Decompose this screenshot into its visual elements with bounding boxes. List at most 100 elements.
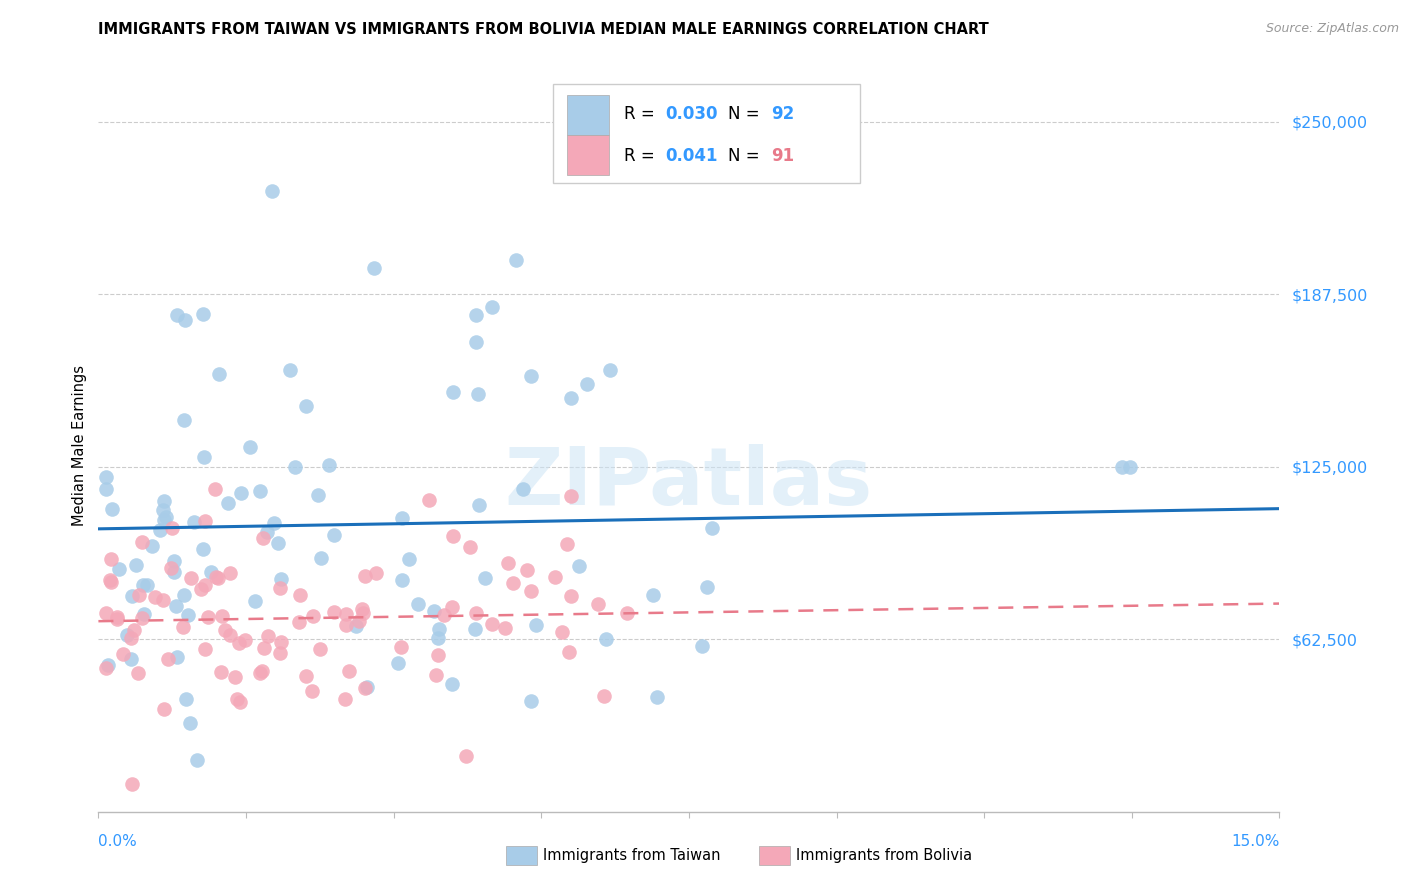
Point [107, 562, 129, 576]
Point [200, 565, 222, 579]
Text: Immigrants from Taiwan: Immigrants from Taiwan [543, 848, 720, 863]
Point [524, 618, 547, 632]
Point [696, 580, 718, 594]
Point [586, 597, 609, 611]
Point [425, 668, 447, 682]
Point [105, 612, 128, 626]
Point [560, 590, 582, 604]
Point [193, 541, 215, 556]
Point [278, 363, 301, 377]
Point [249, 666, 271, 681]
Point [427, 631, 450, 645]
Point [295, 669, 318, 683]
Point [502, 575, 524, 590]
Point [127, 665, 149, 680]
Point [309, 642, 332, 657]
Point [337, 664, 360, 678]
Point [364, 566, 387, 581]
Point [643, 588, 665, 602]
Point [616, 607, 638, 621]
Point [179, 715, 201, 730]
Point [160, 521, 183, 535]
Point [218, 496, 240, 510]
Point [180, 571, 202, 585]
Point [209, 665, 232, 679]
Point [468, 498, 491, 512]
Point [252, 531, 274, 545]
Point [288, 588, 311, 602]
Text: 15.0%: 15.0% [1232, 834, 1279, 849]
Point [207, 571, 229, 585]
Point [494, 621, 516, 635]
Point [427, 622, 450, 636]
Point [131, 534, 153, 549]
Point [458, 541, 481, 555]
Point [155, 510, 177, 524]
Point [152, 592, 174, 607]
Point [177, 608, 200, 623]
Point [267, 536, 290, 550]
Point [173, 413, 195, 427]
Text: 0.0%: 0.0% [98, 834, 138, 849]
Text: R =: R = [624, 146, 659, 165]
Point [354, 569, 377, 583]
Point [214, 624, 236, 638]
Point [173, 588, 195, 602]
Point [120, 631, 142, 645]
Point [249, 483, 271, 498]
Point [211, 609, 233, 624]
Point [301, 684, 323, 698]
Point [387, 656, 409, 670]
FancyBboxPatch shape [553, 84, 860, 183]
Point [153, 513, 176, 527]
Point [121, 590, 143, 604]
Point [120, 652, 142, 666]
Point [595, 632, 617, 646]
Point [96, 661, 118, 675]
Point [101, 502, 124, 516]
Point [645, 690, 668, 705]
Point [228, 636, 250, 650]
Point [141, 539, 163, 553]
Point [406, 597, 429, 611]
Point [295, 399, 318, 413]
Point [193, 450, 215, 464]
Point [356, 681, 378, 695]
Point [335, 607, 357, 621]
Point [226, 692, 249, 706]
FancyBboxPatch shape [567, 95, 609, 136]
Point [128, 588, 150, 602]
Point [344, 619, 367, 633]
Point [121, 777, 143, 791]
Point [219, 627, 242, 641]
Point [557, 645, 579, 659]
Point [516, 563, 538, 577]
Text: IMMIGRANTS FROM TAIWAN VS IMMIGRANTS FROM BOLIVIA MEDIAN MALE EARNINGS CORRELATI: IMMIGRANTS FROM TAIWAN VS IMMIGRANTS FRO… [98, 22, 990, 37]
Point [496, 557, 519, 571]
Point [433, 608, 456, 623]
Point [464, 622, 486, 636]
Point [224, 670, 246, 684]
Point [599, 363, 621, 377]
Point [172, 620, 194, 634]
Point [174, 313, 197, 327]
Text: Source: ZipAtlas.com: Source: ZipAtlas.com [1265, 22, 1399, 36]
Point [96, 606, 118, 620]
Y-axis label: Median Male Earnings: Median Male Earnings [72, 366, 87, 526]
Point [152, 702, 174, 716]
Point [132, 577, 155, 591]
Point [149, 523, 172, 537]
Point [111, 647, 134, 661]
Point [229, 486, 252, 500]
Point [122, 623, 145, 637]
Point [100, 552, 122, 566]
Point [197, 610, 219, 624]
Point [183, 515, 205, 529]
Point [229, 695, 252, 709]
Point [391, 511, 413, 525]
Point [165, 599, 187, 614]
Point [575, 376, 598, 391]
Point [560, 489, 582, 503]
Point [423, 604, 446, 618]
Point [692, 640, 714, 654]
